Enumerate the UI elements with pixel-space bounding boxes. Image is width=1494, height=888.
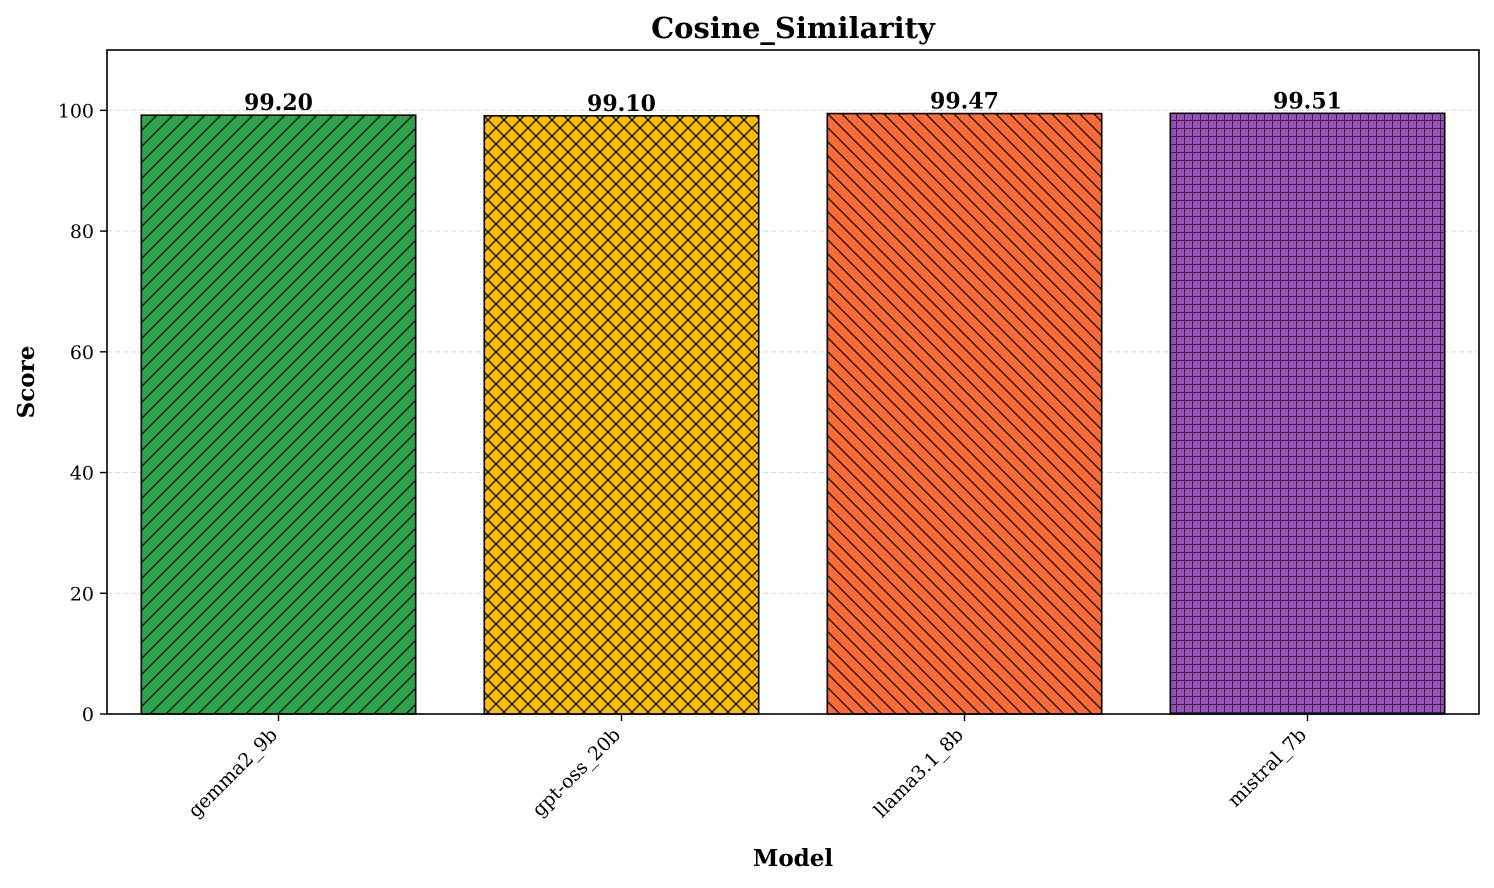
value-label-mistral_7b: 99.51 [1273, 88, 1342, 114]
bar-gemma2_9b [140, 114, 417, 715]
y-tick-label: 0 [82, 704, 94, 726]
bar-mistral_7b [1169, 112, 1446, 715]
plot-frame [106, 49, 1480, 715]
y-tick-label: 60 [70, 342, 94, 364]
value-label-gpt-oss_20b: 99.10 [587, 91, 656, 117]
value-label-llama3.1_8b: 99.47 [930, 89, 999, 115]
y-tick-label: 20 [70, 583, 94, 605]
bar-llama3.1_8b [826, 112, 1103, 715]
y-tick-label: 100 [58, 100, 94, 122]
chart-title: Cosine_Similarity [651, 11, 936, 45]
x-axis-label: Model [753, 845, 834, 872]
y-axis-label: Score [13, 346, 40, 419]
value-labels: 99.20 99.10 99.47 99.51 [244, 88, 1342, 116]
bar-gpt-oss_20b [483, 114, 760, 715]
y-tick-label: 80 [70, 221, 94, 243]
value-label-gemma2_9b: 99.20 [244, 90, 313, 116]
y-tick-label: 40 [70, 463, 94, 485]
bars [140, 112, 1446, 715]
y-axis-ticks: 0 20 40 60 80 100 [58, 100, 107, 726]
